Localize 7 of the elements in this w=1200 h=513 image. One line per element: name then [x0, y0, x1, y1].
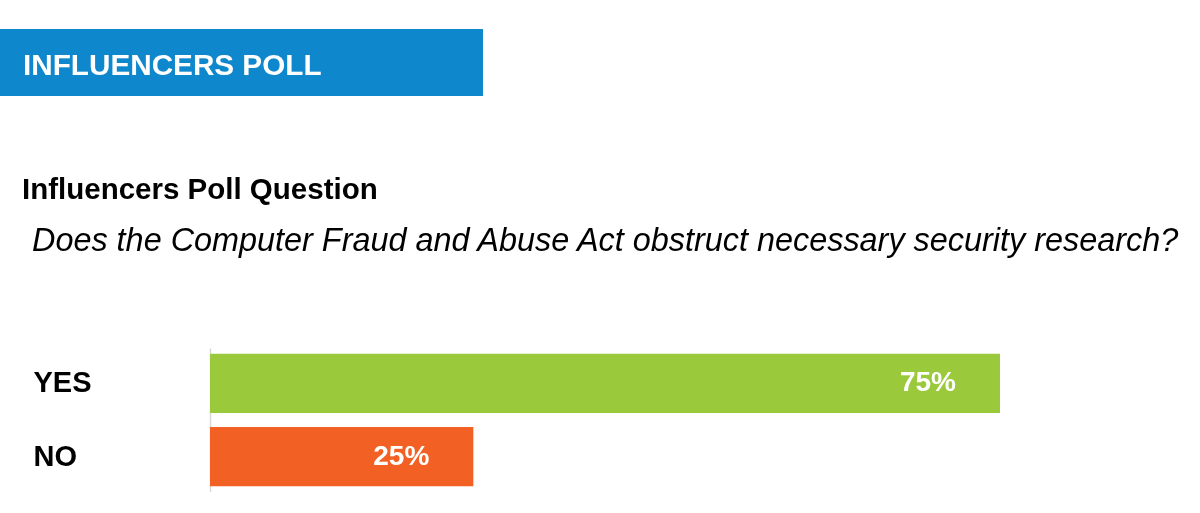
chart-subtitle: Influencers Poll Question — [22, 171, 378, 205]
y-tick-label: NO — [33, 439, 77, 472]
y-tick-label: YES — [33, 366, 92, 399]
data-label: 25% — [373, 439, 430, 471]
text: Does the Computer Fraud and Abuse Act obstruct necessary security research? — [32, 222, 1179, 258]
chart-title: INFLUENCERS POLL — [23, 47, 322, 83]
data-label: 75% — [899, 366, 957, 398]
